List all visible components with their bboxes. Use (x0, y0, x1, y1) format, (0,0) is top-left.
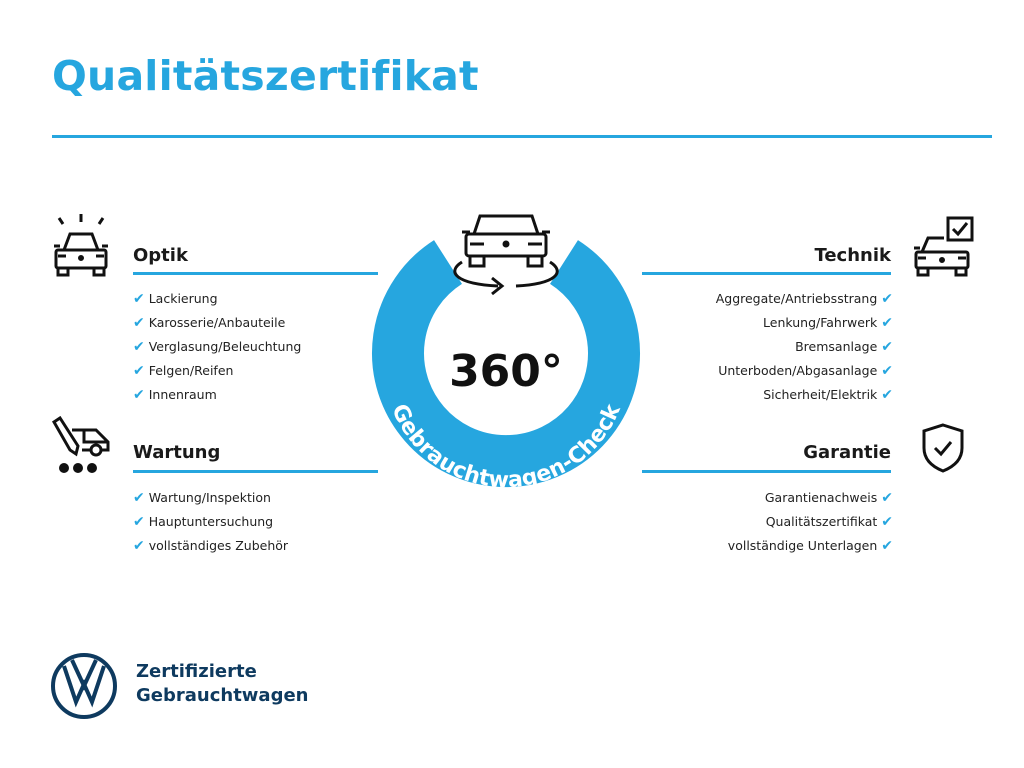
list-item: Garantienachweis ✔ (764, 490, 893, 506)
check-icon: ✔ (881, 514, 893, 530)
check-icon: ✔ (133, 363, 145, 379)
check-icon: ✔ (881, 538, 893, 554)
list-item: Sicherheit/Elektrik ✔ (763, 387, 893, 403)
section-title-wartung: Wartung (133, 442, 221, 463)
technik-list: Aggregate/Antriebsstrang ✔ Lenkung/Fahrw… (716, 287, 893, 407)
check-icon: ✔ (133, 514, 145, 530)
page-title: Qualitätszertifikat (52, 52, 479, 100)
list-item: ✔ Wartung/Inspektion (133, 490, 271, 506)
360-check-badge: 360° Gebrauchtwagen-Check (372, 214, 640, 493)
check-icon: ✔ (133, 315, 145, 331)
brand-line-1: Zertifizierte (136, 661, 257, 682)
car-lights-icon (50, 212, 112, 278)
section-divider-optik (133, 272, 378, 275)
section-divider-technik (642, 272, 891, 275)
car-checkbox-icon (912, 214, 976, 278)
list-item: Qualitätszertifikat ✔ (765, 514, 893, 530)
list-item: Aggregate/Antriebsstrang ✔ (715, 291, 893, 307)
check-icon: ✔ (133, 490, 145, 506)
list-item: ✔ Lackierung (133, 291, 218, 307)
garantie-list: Garantienachweis ✔ Qualitätszertifikat ✔… (728, 486, 893, 558)
check-icon: ✔ (881, 387, 893, 403)
optik-list: ✔ Lackierung ✔ Karosserie/Anbauteile ✔ V… (133, 287, 301, 407)
check-icon: ✔ (881, 363, 893, 379)
list-item: ✔ Innenraum (133, 387, 217, 403)
check-icon: ✔ (133, 339, 145, 355)
list-item: Unterboden/Abgasanlage ✔ (718, 363, 893, 379)
shield-check-icon (920, 422, 966, 474)
section-divider-wartung (133, 470, 378, 473)
section-title-technik: Technik (814, 245, 891, 266)
car-rotate-360-icon (453, 214, 559, 296)
service-van-pencil-icon (50, 416, 114, 474)
title-divider (52, 135, 992, 138)
section-title-garantie: Garantie (803, 442, 891, 463)
check-icon: ✔ (133, 387, 145, 403)
list-item: ✔ Hauptuntersuchung (133, 514, 274, 530)
list-item: vollständige Unterlagen ✔ (727, 538, 893, 554)
check-icon: ✔ (881, 291, 893, 307)
vw-logo (50, 652, 118, 724)
section-title-optik: Optik (133, 245, 188, 266)
check-icon: ✔ (133, 291, 145, 307)
check-icon: ✔ (881, 315, 893, 331)
badge-number: 360° (449, 346, 563, 397)
list-item: ✔ Felgen/Reifen (133, 363, 234, 379)
brand-text: Zertifizierte Gebrauchtwagen (136, 660, 308, 708)
section-divider-garantie (642, 470, 891, 473)
check-icon: ✔ (881, 490, 893, 506)
badge-ring (372, 240, 640, 488)
list-item: Lenkung/Fahrwerk ✔ (763, 315, 893, 331)
list-item: ✔ vollständiges Zubehör (133, 538, 289, 554)
list-item: Bremsanlage ✔ (795, 339, 893, 355)
list-item: ✔ Karosserie/Anbauteile (133, 315, 286, 331)
check-icon: ✔ (133, 538, 145, 554)
list-item: ✔ Verglasung/Beleuchtung (133, 339, 302, 355)
check-icon: ✔ (881, 339, 893, 355)
wartung-list: ✔ Wartung/Inspektion ✔ Hauptuntersuchung… (133, 486, 288, 558)
brand-line-2: Gebrauchtwagen (136, 685, 309, 706)
